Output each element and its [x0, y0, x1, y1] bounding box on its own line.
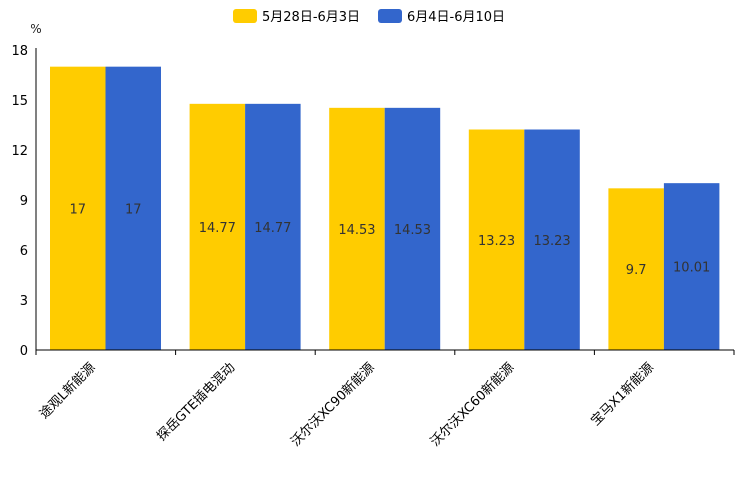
legend-label: 5月28日-6月3日: [262, 10, 360, 25]
bars: 17 17 14.77 14.77 14.53 14.53 13.23 13.23 9.7 10.…: [50, 66, 720, 351]
y-tick-label: 15: [11, 94, 28, 109]
y-tick-label: 0: [20, 344, 28, 359]
y-tick-label: 9: [20, 194, 28, 209]
bar-value-label: 17: [125, 202, 142, 217]
bar-value-label: 17: [69, 202, 86, 217]
bar: [663, 183, 720, 350]
bar-value-label: 13.23: [478, 234, 515, 249]
y-tick-label: 6: [20, 244, 28, 259]
y-axis-label: %: [30, 22, 41, 36]
y-axis: 0 3 6 9 12 15 18: [11, 44, 37, 359]
x-tick-label: 途观L新能源: [36, 360, 98, 422]
x-tick-label: 沃尔沃XC90新能源: [288, 360, 378, 450]
bar-value-label: 10.01: [673, 261, 710, 276]
legend-label: 6月4日-6月10日: [407, 10, 505, 25]
bar-value-label: 9.7: [626, 263, 647, 278]
bar: [50, 66, 106, 351]
y-tick-label: 12: [11, 144, 28, 159]
bar-value-label: 14.77: [254, 221, 291, 236]
bar-value-label: 14.53: [394, 223, 431, 238]
x-axis: 途观L新能源 探岳GTE插电混动 沃尔沃XC90新能源 沃尔沃XC60新能源 宝马X1新…: [35, 349, 735, 450]
bar: [329, 107, 385, 350]
legend: 5月28日-6月3日 6月4日-6月10日: [233, 9, 505, 25]
legend-swatch: [233, 9, 257, 23]
x-tick-label: 探岳GTE插电混动: [154, 360, 238, 444]
x-tick-label: 沃尔沃XC60新能源: [427, 360, 517, 450]
y-tick-label: 3: [20, 294, 28, 309]
y-tick-label: 18: [11, 44, 28, 59]
x-tick-label: 宝马X1新能源: [588, 360, 657, 429]
bar: [189, 103, 246, 350]
bar: [105, 66, 161, 351]
bar-value-label: 13.23: [533, 234, 570, 249]
bar: [468, 129, 525, 350]
bar: [608, 188, 664, 350]
bar-value-label: 14.53: [338, 223, 375, 238]
legend-swatch: [378, 9, 402, 23]
bar: [245, 103, 301, 350]
bar: [524, 129, 580, 350]
bar: [384, 107, 441, 350]
bar-value-label: 14.77: [199, 221, 236, 236]
